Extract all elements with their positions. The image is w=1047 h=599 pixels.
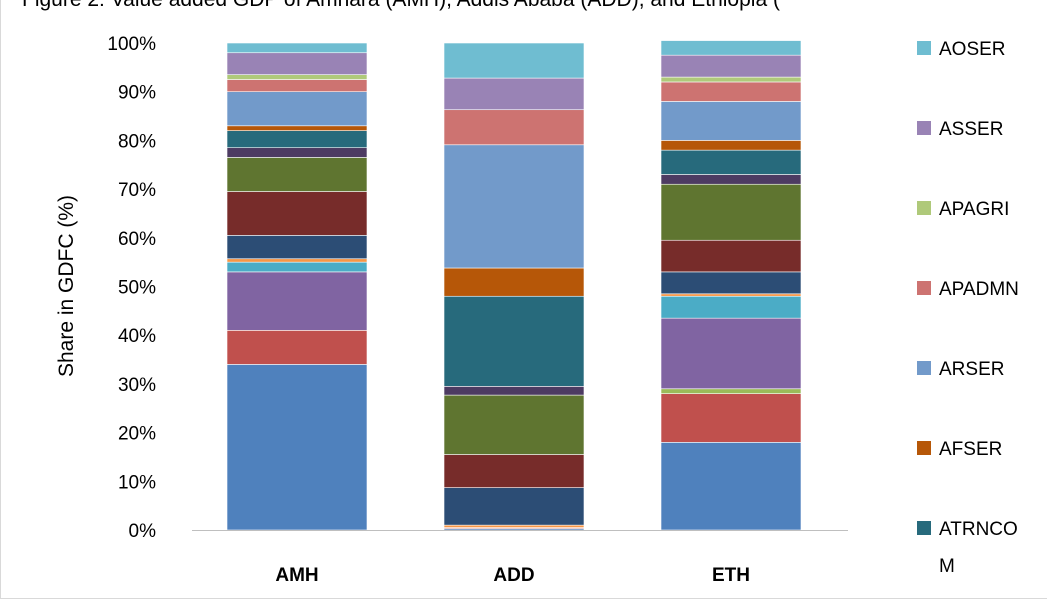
legend-swatch-3 [917, 281, 931, 295]
y-tick-label: 60% [118, 229, 156, 250]
legend-swatch-0 [917, 41, 931, 55]
bar-segment-amh-5 [226, 258, 368, 263]
bar-segment-amh-10 [226, 130, 368, 149]
y-tick-label: 50% [118, 278, 156, 299]
bar-segment-eth-0 [660, 442, 802, 531]
y-tick-label: 90% [118, 83, 156, 104]
bar-segment-amh-1 [226, 330, 368, 365]
bar-segment-eth-11 [660, 140, 802, 151]
bar-segment-add-9 [443, 386, 585, 396]
y-tick-label: 20% [118, 424, 156, 445]
y-tick-label: 0% [129, 521, 157, 542]
bar-segment-eth-13 [660, 81, 802, 102]
bar-segment-add-8 [443, 394, 585, 455]
legend: AOSER ASSER APAGRI APADMN ARSER AFSER ATRNCO M [917, 39, 1019, 577]
bar-segment-add-15 [443, 77, 585, 111]
x-tick-label: ETH [712, 565, 750, 586]
legend-label: ASSER [939, 119, 1003, 140]
y-tick-label: 100% [107, 34, 156, 55]
bar-segment-add-6 [443, 487, 585, 526]
y-axis-title: Share in GDFC (%) [55, 195, 78, 377]
y-tick-label: 30% [118, 375, 156, 396]
legend-label: ATRNCO [939, 519, 1018, 540]
y-tick-label: 40% [118, 326, 156, 347]
bar-segment-amh-12 [226, 91, 368, 127]
legend-swatch-5 [917, 441, 931, 455]
bar-segment-eth-9 [660, 174, 802, 185]
bar-segment-eth-15 [660, 54, 802, 78]
y-tick-label: 80% [118, 131, 156, 152]
axes-group: 0% 10% 20% 30% 40% 50% 60% 70% 80% 90% 100% AMH ADD E… [55, 34, 848, 586]
y-tick-label: 10% [118, 472, 156, 493]
legend-swatch-2 [917, 201, 931, 215]
legend-label: APADMN [939, 279, 1019, 300]
x-tick-label: AMH [275, 565, 318, 586]
bar-segment-add-10 [443, 295, 585, 387]
bar-segment-eth-1 [660, 393, 802, 443]
bar-segment-amh-3 [226, 271, 368, 331]
bar-segment-eth-14 [660, 76, 802, 83]
bar-segment-add-12 [443, 144, 585, 269]
y-tick-label: 70% [118, 180, 156, 201]
legend-label: APAGRI [939, 199, 1009, 220]
x-tick-label: ADD [493, 565, 534, 586]
bar-segment-add-11 [443, 267, 585, 297]
bar-segment-amh-0 [226, 364, 368, 531]
bar-segment-eth-2 [660, 388, 802, 394]
bar-segment-amh-9 [226, 147, 368, 158]
bar-segment-amh-4 [226, 261, 368, 273]
legend-label: AFSER [939, 439, 1002, 460]
bar-segment-eth-5 [660, 293, 802, 297]
bar-segment-amh-6 [226, 235, 368, 260]
bar-segment-eth-12 [660, 101, 802, 141]
bar-segment-add-13 [443, 109, 585, 146]
bar-segment-eth-7 [660, 239, 802, 273]
legend-swatch-6 [917, 521, 931, 535]
bar-segment-eth-6 [660, 271, 802, 295]
bar-segment-eth-4 [660, 295, 802, 319]
bar-segment-amh-8 [226, 157, 368, 192]
bar-segment-add-7 [443, 454, 585, 488]
legend-label: ARSER [939, 359, 1004, 380]
bar-segment-eth-8 [660, 183, 802, 241]
bar-segment-amh-7 [226, 191, 368, 236]
legend-swatch-4 [917, 361, 931, 375]
bars-group [226, 40, 802, 531]
bar-segment-eth-3 [660, 317, 802, 390]
legend-label: AOSER [939, 39, 1006, 60]
bar-segment-add-16 [443, 42, 585, 79]
bar-segment-amh-11 [226, 125, 368, 131]
bar-segment-amh-13 [226, 79, 368, 93]
bar-segment-eth-16 [660, 40, 802, 56]
bar-segment-amh-14 [226, 74, 368, 80]
bar-segment-amh-15 [226, 52, 368, 75]
bar-segment-amh-16 [226, 42, 368, 54]
chart-title: Figure 2: Value added GDP of Amhara (AMH… [22, 0, 1047, 12]
bar-segment-add-5 [443, 524, 585, 528]
legend-label-continued: M [939, 556, 955, 577]
bar-segment-eth-10 [660, 149, 802, 175]
legend-swatch-1 [917, 121, 931, 135]
